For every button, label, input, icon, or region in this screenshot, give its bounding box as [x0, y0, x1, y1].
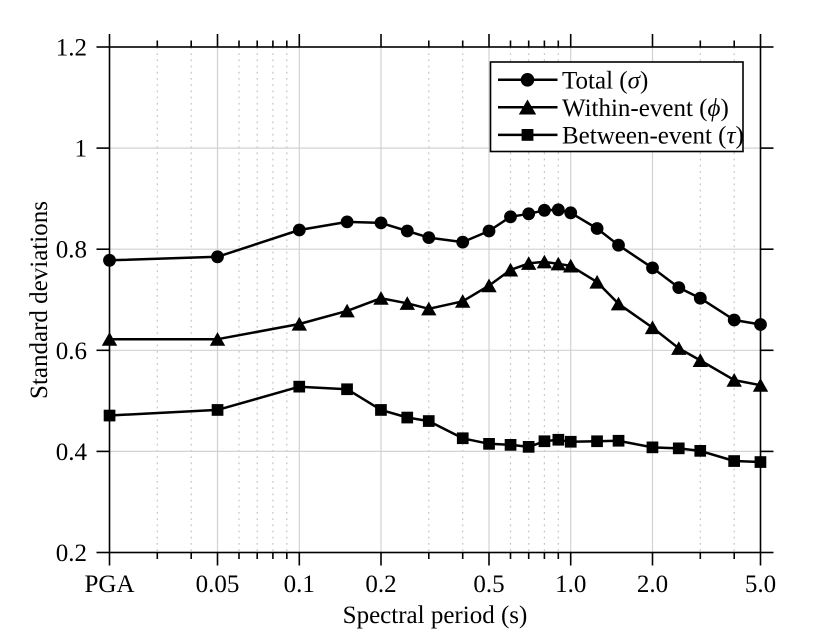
- svg-text:2.0: 2.0: [637, 571, 668, 598]
- svg-text:0.2: 0.2: [365, 571, 396, 598]
- svg-text:0.1: 0.1: [284, 571, 315, 598]
- svg-text:1.2: 1.2: [56, 35, 87, 62]
- svg-text:0.6: 0.6: [56, 338, 87, 365]
- svg-text:1.0: 1.0: [555, 571, 586, 598]
- svg-text:PGA: PGA: [84, 571, 134, 598]
- svg-text:Total (σ): Total (σ): [562, 67, 648, 94]
- svg-text:0.5: 0.5: [473, 571, 504, 598]
- svg-text:0.8: 0.8: [56, 237, 87, 264]
- svg-text:Between-event (τ): Between-event (τ): [562, 122, 744, 149]
- svg-text:5.0: 5.0: [745, 571, 776, 598]
- svg-text:Spectral period (s): Spectral period (s): [343, 602, 528, 629]
- svg-text:0.05: 0.05: [196, 571, 240, 598]
- svg-text:0.2: 0.2: [56, 540, 87, 567]
- svg-text:1: 1: [75, 136, 88, 163]
- svg-text:Standard deviations: Standard deviations: [26, 201, 53, 399]
- svg-text:0.4: 0.4: [56, 439, 88, 466]
- svg-text:Within-event (ϕ): Within-event (ϕ): [562, 95, 729, 122]
